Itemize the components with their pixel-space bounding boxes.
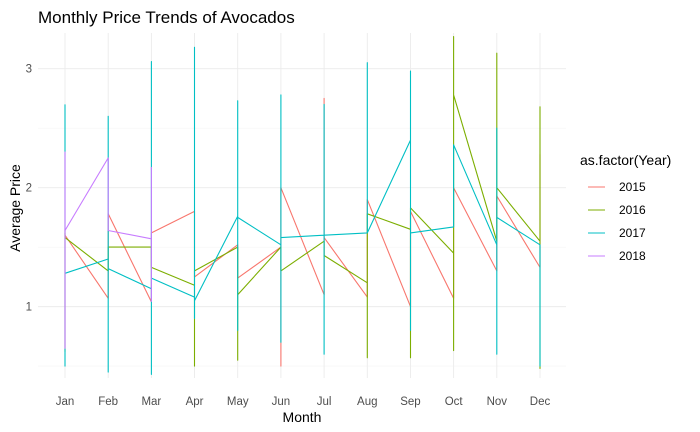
x-tick-label: Sep xyxy=(400,396,420,408)
series-layer xyxy=(64,36,541,375)
y-tick-label: 1 xyxy=(26,302,32,314)
series-line-2017 xyxy=(64,46,541,375)
y-tick-label: 2 xyxy=(26,183,32,195)
x-tick-label: Mar xyxy=(141,396,161,408)
x-tick-label: Jan xyxy=(56,396,75,408)
y-axis-title: Average Price xyxy=(7,164,23,252)
series-line-2015 xyxy=(64,97,541,367)
x-tick-label: Jul xyxy=(317,396,332,408)
legend: as.factor(Year) 2015 2016 2017 2018 xyxy=(580,152,671,263)
x-tick-label: Aug xyxy=(357,396,377,408)
x-tick-label: Dec xyxy=(530,396,551,408)
series-line-2016 xyxy=(64,36,541,370)
legend-label-2016: 2016 xyxy=(619,203,646,217)
x-tick-label: Nov xyxy=(487,396,508,408)
legend-label-2015: 2015 xyxy=(619,180,646,194)
x-tick-label: May xyxy=(227,396,249,408)
x-tick-label: Jun xyxy=(272,396,291,408)
x-axis-title: Month xyxy=(283,409,322,425)
y-tick-labels: 1 2 3 xyxy=(26,64,32,314)
chart-title: Monthly Price Trends of Avocados xyxy=(38,8,295,27)
x-tick-label: Apr xyxy=(186,396,204,408)
x-tick-label: Oct xyxy=(445,396,464,408)
legend-label-2017: 2017 xyxy=(619,226,646,240)
legend-items: 2015 2016 2017 2018 xyxy=(588,180,646,263)
x-tick-labels: Jan Feb Mar Apr May Jun Jul Aug Sep Oct Nov Dec xyxy=(56,396,551,408)
series-line-2018 xyxy=(64,151,152,349)
legend-title: as.factor(Year) xyxy=(580,152,671,168)
legend-label-2018: 2018 xyxy=(619,249,646,263)
x-tick-label: Feb xyxy=(98,396,118,408)
y-tick-label: 3 xyxy=(26,64,32,76)
